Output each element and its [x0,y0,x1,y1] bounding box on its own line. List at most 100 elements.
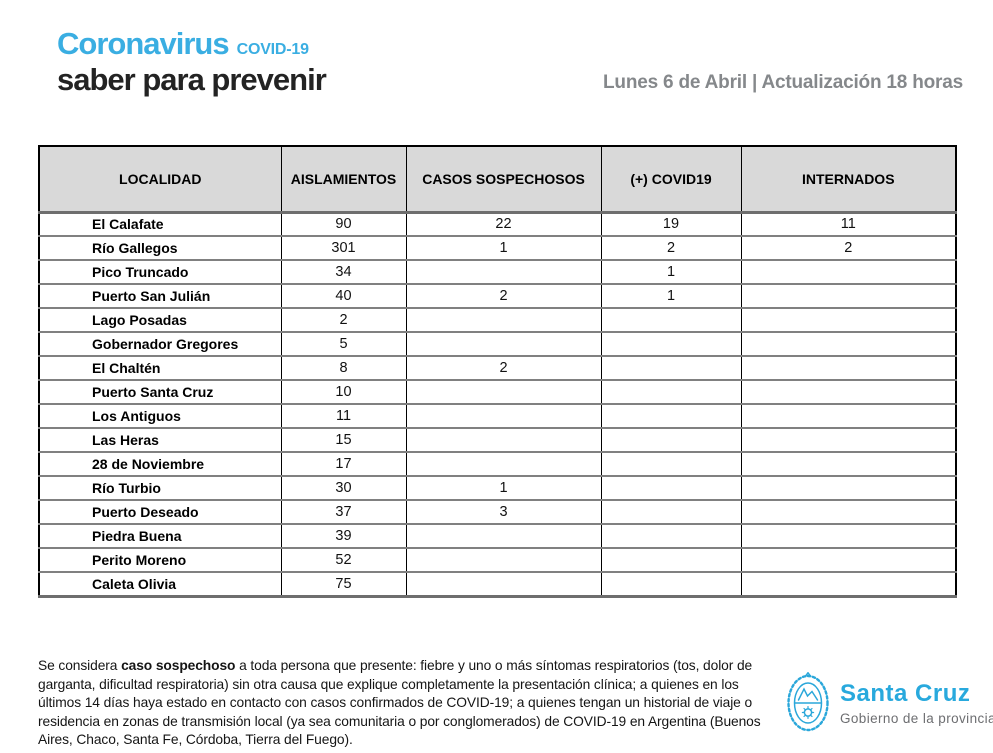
cell-aislamientos: 5 [280,331,407,356]
cell-localidad: Piedra Buena [38,523,282,548]
cell-localidad: Las Heras [38,427,282,452]
table-row: El Calafate 90 22 19 11 [38,211,957,236]
cell-localidad: Caleta Olivia [38,571,282,596]
covid-table-body: El Calafate 90 22 19 11 Río Gallegos 301 1 2 2 Pic… [38,211,957,596]
cell-covid19 [600,379,742,404]
cell-internados [740,475,957,500]
cell-internados [740,283,957,308]
cell-localidad: El Chaltén [38,355,282,380]
covid-table-head: LOCALIDAD AISLAMIENTOS CASOS SOSPECHOSOS… [38,146,957,214]
cell-localidad: El Calafate [38,211,282,236]
cell-covid19 [600,571,742,596]
cell-covid19 [600,355,742,380]
cell-sospechosos: 1 [405,475,602,500]
cell-covid19: 19 [600,211,742,236]
cell-aislamientos: 2 [280,307,407,332]
col-header-covid19: (+) COVID19 [600,146,742,214]
table-row: Río Gallegos 301 1 2 2 [38,235,957,260]
cell-sospechosos [405,571,602,596]
cell-internados [740,523,957,548]
cell-aislamientos: 34 [280,259,407,284]
cell-covid19: 1 [600,259,742,284]
cell-localidad: Río Turbio [38,475,282,500]
update-date: Lunes 6 de Abril | Actualización 18 hora… [603,72,963,93]
table-row: Pico Truncado 34 1 [38,259,957,284]
table-header-row: LOCALIDAD AISLAMIENTOS CASOS SOSPECHOSOS… [38,146,957,214]
cell-internados [740,379,957,404]
table-row: Los Antiguos 11 [38,403,957,428]
col-header-sospechosos: CASOS SOSPECHOSOS [405,146,602,214]
cell-sospechosos [405,307,602,332]
brand-title: Coronavirus [57,26,230,61]
cell-internados [740,355,957,380]
table-row: Piedra Buena 39 [38,523,957,548]
brand-covid-label: COVID-19 [236,41,309,58]
suspect-case-note: Se considera caso sospechoso a toda pers… [38,657,828,750]
cell-covid19 [600,523,742,548]
cell-covid19 [600,403,742,428]
note-bold-term: caso sospechoso [121,658,236,673]
cell-localidad: Gobernador Gregores [38,331,282,356]
brand-header: Coronavirus COVID-19 saber para prevenir [57,26,327,98]
table-row: Gobernador Gregores 5 [38,331,957,356]
cell-covid19 [600,331,742,356]
cell-aislamientos: 15 [280,427,407,452]
table-row: Las Heras 15 [38,427,957,452]
cell-internados [740,307,957,332]
cell-covid19 [600,475,742,500]
cell-aislamientos: 8 [280,355,407,380]
cell-internados [740,403,957,428]
cell-internados [740,427,957,452]
cell-aislamientos: 17 [280,451,407,476]
cell-aislamientos: 90 [280,211,407,236]
cell-aislamientos: 11 [280,403,407,428]
table-row: El Chaltén 8 2 [38,355,957,380]
cell-covid19 [600,307,742,332]
brand-line: Coronavirus COVID-19 [57,26,326,62]
cell-aislamientos: 10 [280,379,407,404]
col-header-internados: INTERNADOS [740,146,957,214]
cell-internados: 11 [740,211,957,236]
cell-aislamientos: 301 [280,235,407,260]
cell-internados [740,259,957,284]
cell-sospechosos [405,403,602,428]
cell-covid19 [600,499,742,524]
covid-table: LOCALIDAD AISLAMIENTOS CASOS SOSPECHOSOS… [38,145,957,598]
cell-sospechosos: 1 [405,235,602,260]
province-name: Santa Cruz [840,680,971,707]
cell-covid19: 2 [600,235,742,260]
cell-aislamientos: 75 [280,571,407,596]
cell-aislamientos: 30 [280,475,407,500]
cell-localidad: Los Antiguos [38,403,282,428]
cell-internados [740,451,957,476]
logo-text-block: Santa Cruz Gobierno de la provincia [840,680,993,726]
cell-aislamientos: 40 [280,283,407,308]
cell-sospechosos [405,523,602,548]
cell-localidad: Puerto Deseado [38,499,282,524]
cell-internados [740,499,957,524]
cell-localidad: 28 de Noviembre [38,451,282,476]
cell-sospechosos: 3 [405,499,602,524]
cell-covid19 [600,547,742,572]
cell-sospechosos [405,379,602,404]
cell-localidad: Lago Posadas [38,307,282,332]
cell-internados [740,331,957,356]
santa-cruz-logo: Santa Cruz Gobierno de la provincia [786,672,993,734]
cell-localidad: Pico Truncado [38,259,282,284]
table-row: Puerto Santa Cruz 10 [38,379,957,404]
cell-sospechosos [405,427,602,452]
cell-aislamientos: 37 [280,499,407,524]
cell-internados: 2 [740,235,957,260]
table-row: Río Turbio 30 1 [38,475,957,500]
government-subtitle: Gobierno de la provincia [840,711,993,726]
cell-covid19 [600,427,742,452]
cell-localidad: Puerto San Julián [38,283,282,308]
cell-sospechosos [405,331,602,356]
cell-internados [740,571,957,596]
cell-localidad: Puerto Santa Cruz [38,379,282,404]
santa-cruz-crest-icon [787,672,829,732]
table-row: Perito Moreno 52 [38,547,957,572]
note-prefix: Se considera [38,658,122,673]
cell-covid19: 1 [600,283,742,308]
cell-sospechosos [405,547,602,572]
